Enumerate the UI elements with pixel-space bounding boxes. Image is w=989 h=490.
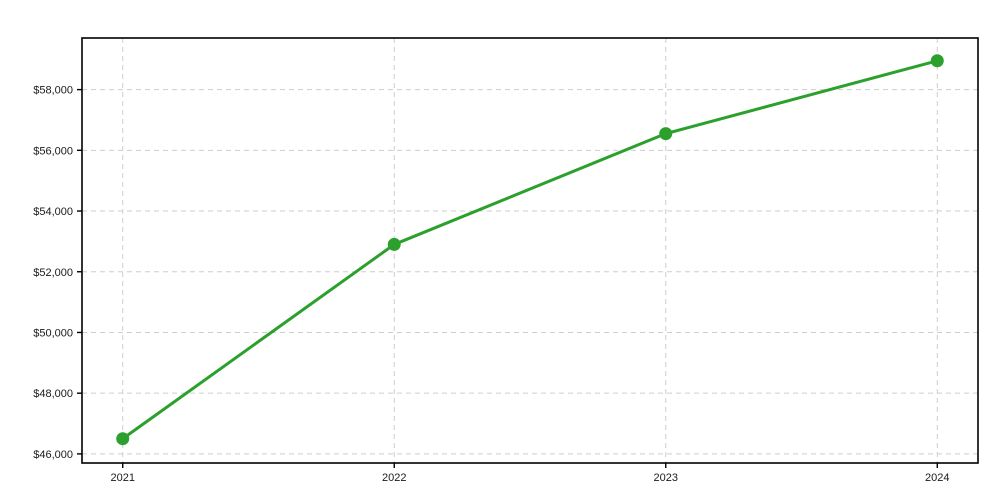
data-point — [930, 54, 944, 68]
plot-border — [81, 37, 979, 464]
x-tick-label: 2024 — [925, 472, 949, 484]
data-point — [387, 237, 401, 251]
x-tick-label: 2023 — [654, 472, 678, 484]
y-tick-label: $52,000 — [33, 267, 73, 279]
x-tick-label: 2021 — [110, 472, 134, 484]
y-tick-label: $56,000 — [33, 145, 73, 157]
data-point — [116, 432, 130, 446]
y-tick-label: $58,000 — [33, 85, 73, 97]
y-tick-label: $50,000 — [33, 327, 73, 339]
y-tick-label: $46,000 — [33, 449, 73, 461]
trend-line — [121, 59, 939, 441]
y-tick-label: $48,000 — [33, 388, 73, 400]
x-tick-label: 2022 — [382, 472, 406, 484]
data-point — [659, 127, 673, 141]
y-tick-label: $54,000 — [33, 206, 73, 218]
